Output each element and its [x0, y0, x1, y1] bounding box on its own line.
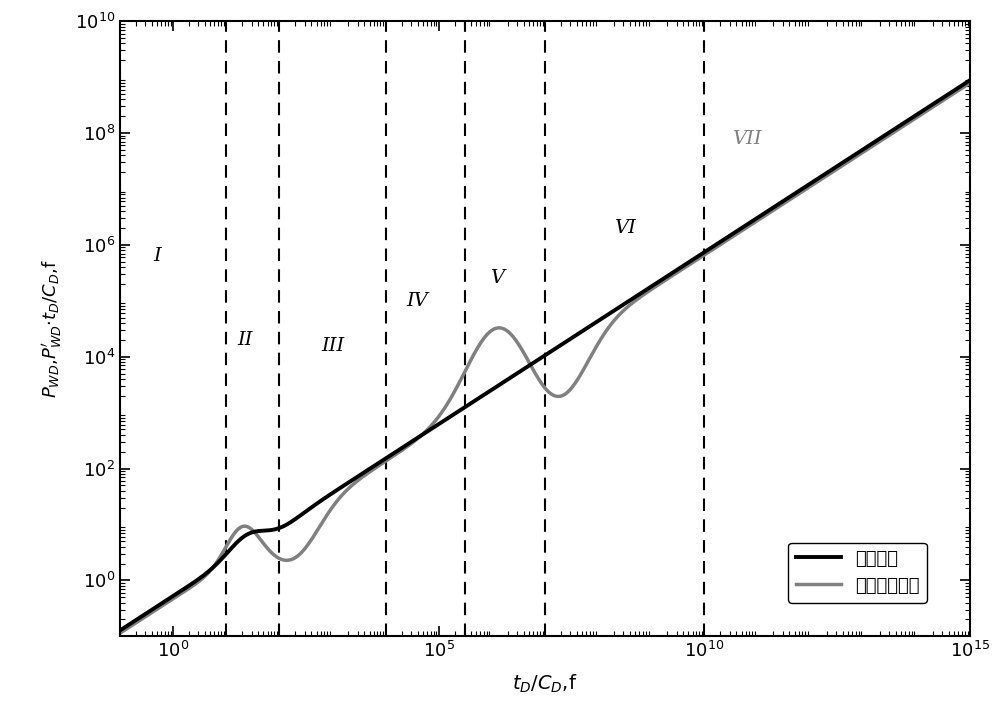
压力曲线	[422, 427, 434, 436]
压力导数曲线	[617, 307, 629, 315]
压力曲线	[114, 626, 126, 635]
压力曲线	[617, 300, 629, 309]
Y-axis label: $P_{WD}$,$P^{\prime}_{WD}$$\cdot t_D/C_D$,f: $P_{WD}$,$P^{\prime}_{WD}$$\cdot t_D/C_D…	[40, 259, 64, 398]
Legend: 压力曲线, 压力导数曲线: 压力曲线, 压力导数曲线	[788, 543, 927, 602]
Text: III: III	[321, 337, 344, 354]
Text: V: V	[490, 269, 504, 288]
Line: 压力曲线: 压力曲线	[120, 80, 970, 631]
压力导数曲线	[790, 192, 802, 200]
压力导数曲线	[744, 221, 756, 230]
Text: II: II	[237, 331, 253, 349]
X-axis label: $t_D/C_D$,f: $t_D/C_D$,f	[512, 672, 578, 695]
压力曲线	[654, 276, 666, 285]
Line: 压力导数曲线: 压力导数曲线	[120, 83, 970, 633]
Text: I: I	[153, 247, 161, 265]
压力导数曲线	[964, 78, 976, 87]
压力曲线	[157, 599, 169, 607]
压力导数曲线	[422, 425, 434, 433]
压力导数曲线	[654, 279, 666, 288]
压力曲线	[744, 218, 756, 227]
Text: VII: VII	[732, 129, 762, 148]
压力导数曲线	[157, 602, 169, 610]
Text: IV: IV	[407, 292, 428, 310]
压力曲线	[790, 189, 802, 197]
压力导数曲线	[114, 629, 126, 638]
压力曲线	[964, 76, 976, 84]
Text: VI: VI	[614, 219, 636, 237]
